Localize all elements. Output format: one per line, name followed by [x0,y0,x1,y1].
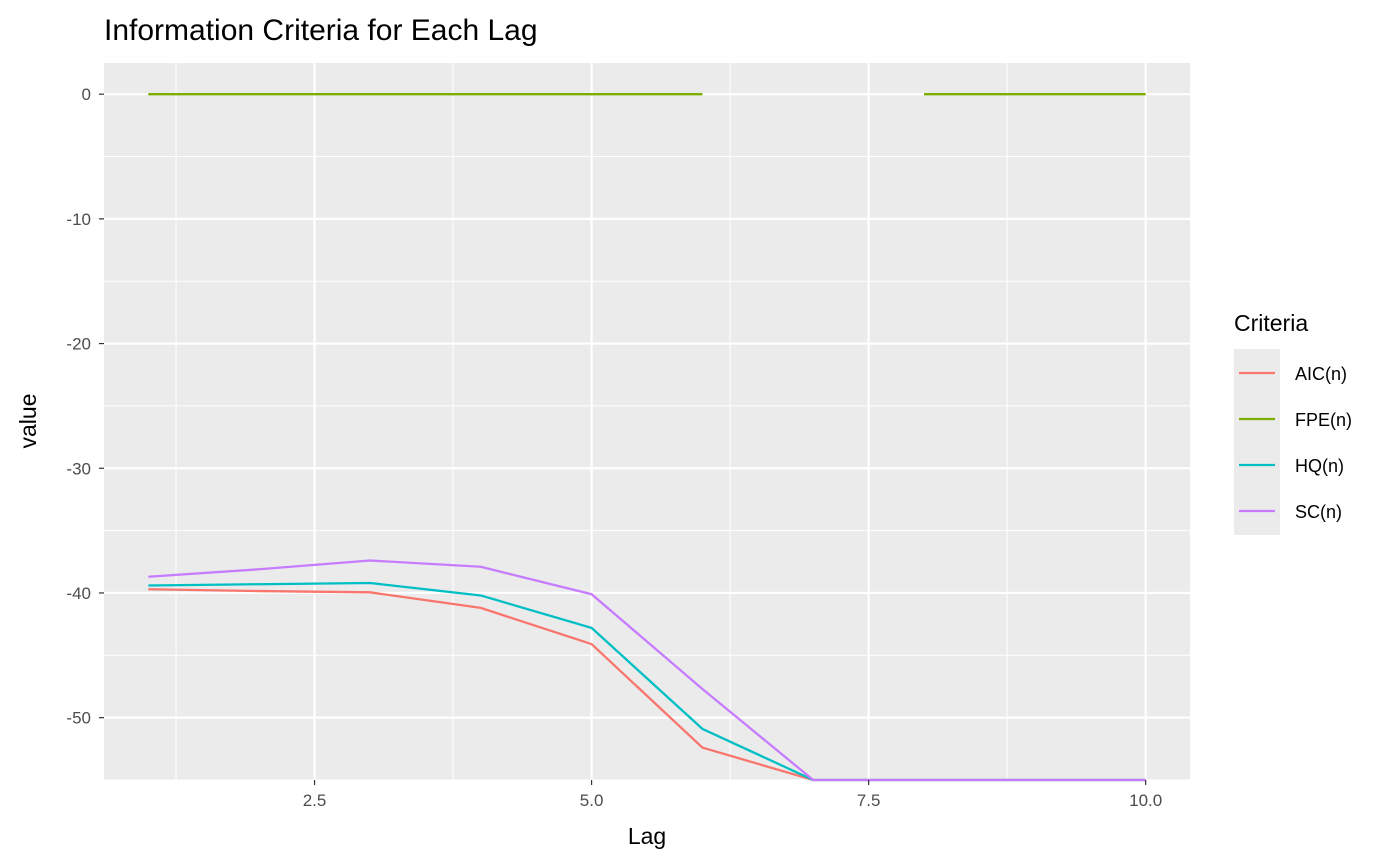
x-tick-label: 10.0 [1129,791,1162,810]
x-axis-title: Lag [628,823,666,849]
x-tick-label: 2.5 [303,791,327,810]
grid-major [104,63,1190,780]
y-tick-label: -10 [66,210,91,229]
y-tick-label: -40 [66,584,91,603]
legend: Criteria AIC(n) FPE(n) HQ(n) SC(n) [1234,310,1352,535]
y-axis-ticks: 0 -10 -20 -30 -40 -50 [66,85,104,728]
x-axis-ticks: 2.5 5.0 7.5 10.0 [303,780,1162,810]
x-tick-label: 5.0 [580,791,604,810]
legend-label-fpe-n: FPE(n) [1295,410,1352,430]
series-line-sc-n [148,559,1146,782]
plot-panel [104,63,1190,780]
series-lines [148,93,1146,782]
legend-label-sc-n: SC(n) [1295,502,1342,522]
y-tick-label: -50 [66,709,91,728]
y-tick-label: -30 [66,459,91,478]
legend-label-aic-n: AIC(n) [1295,364,1347,384]
x-tick-label: 7.5 [857,791,881,810]
grid-minor [104,63,1190,781]
y-tick-label: -20 [66,335,91,354]
chart-title: Information Criteria for Each Lag [104,14,538,47]
y-tick-label: 0 [82,85,91,104]
legend-key-background [1234,349,1280,535]
y-axis-title: value [15,394,41,449]
legend-title: Criteria [1234,310,1308,336]
legend-label-hq-n: HQ(n) [1295,456,1344,476]
